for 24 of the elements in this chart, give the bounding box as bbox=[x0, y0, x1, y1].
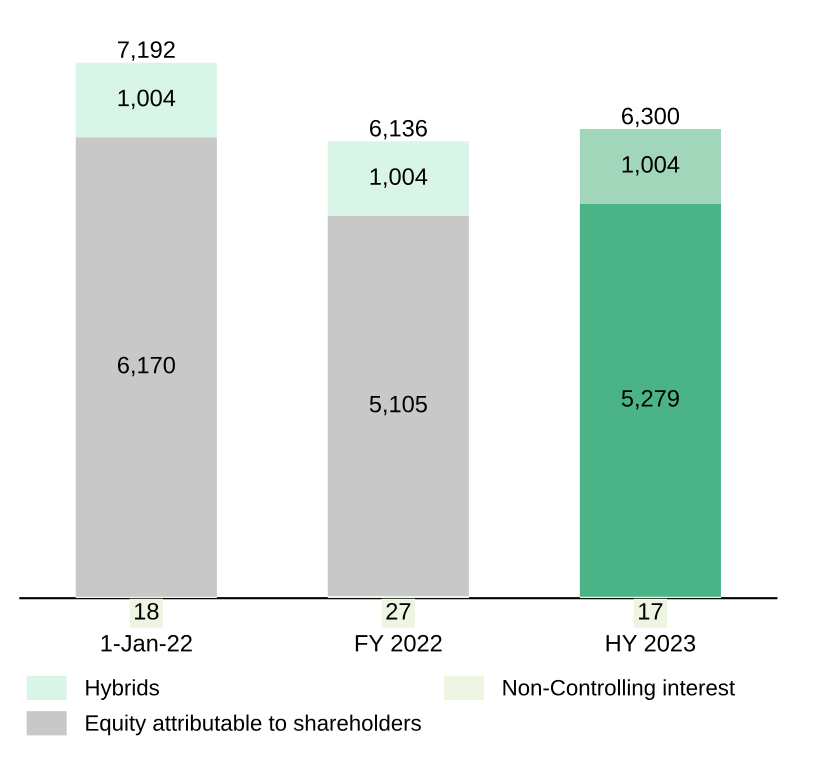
legend-label: Hybrids bbox=[86, 679, 159, 700]
data-label: 1,004 bbox=[622, 156, 680, 176]
data-label: 5,105 bbox=[370, 396, 427, 416]
total-label: 6,300 bbox=[622, 108, 680, 128]
bar bbox=[76, 62, 217, 138]
data-label: 6,170 bbox=[118, 356, 175, 376]
x-tick-label: 1-Jan-22 bbox=[102, 634, 192, 652]
x-tick-label: HY 2023 bbox=[606, 634, 696, 652]
data-label: 27 bbox=[386, 602, 410, 620]
total-label: 7,192 bbox=[118, 41, 175, 61]
bar bbox=[328, 216, 469, 596]
bar bbox=[580, 204, 721, 597]
total-label: 6,136 bbox=[370, 120, 427, 140]
legend-label: Non-Controlling interest bbox=[503, 679, 735, 700]
data-label: 5,279 bbox=[622, 390, 679, 410]
bar bbox=[328, 141, 469, 216]
data-label: 17 bbox=[639, 603, 662, 620]
bar bbox=[76, 137, 217, 597]
data-label: 1,004 bbox=[118, 90, 176, 110]
data-label: 1,004 bbox=[370, 168, 428, 188]
data-label: 18 bbox=[135, 602, 158, 620]
legend-label: Equity attributable to shareholders bbox=[86, 714, 421, 736]
x-tick-label: FY 2022 bbox=[356, 634, 442, 652]
bar bbox=[580, 129, 721, 204]
